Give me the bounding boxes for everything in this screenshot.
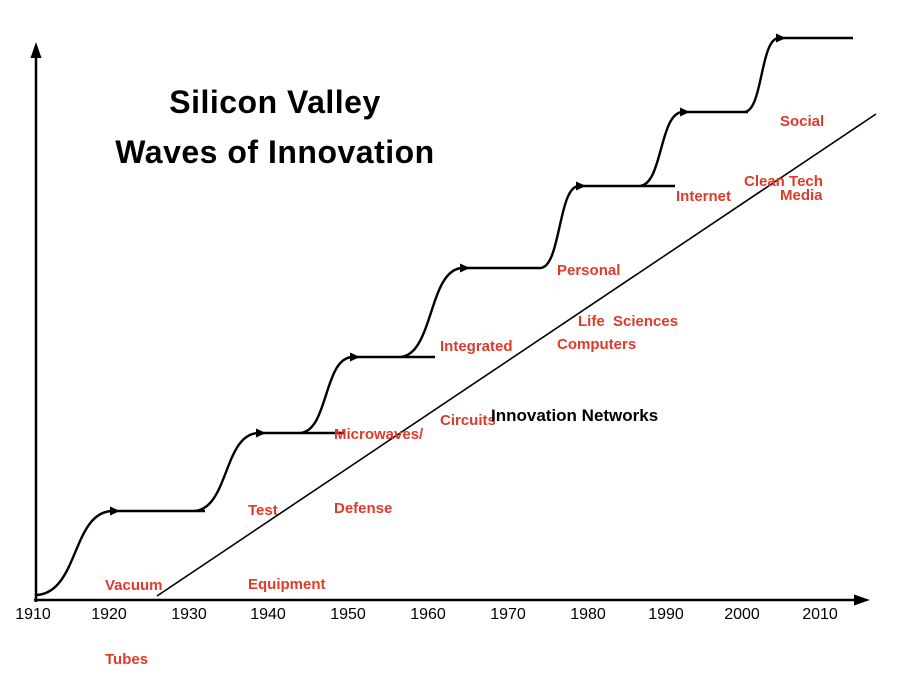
x-tick-2000: 2000 — [724, 606, 760, 623]
plateau-arrow-internet — [680, 107, 690, 117]
innovation-networks-line — [156, 113, 877, 597]
x-tick-1940: 1940 — [250, 606, 286, 623]
plateau-arrow-personal-computers — [576, 181, 586, 191]
x-axis-arrow — [854, 594, 870, 606]
label-life-sciences: Life Sciences — [578, 312, 679, 330]
x-tick-1970: 1970 — [490, 606, 526, 623]
x-tick-1910: 1910 — [15, 606, 51, 623]
label-microwaves-defense: Microwaves/ Defense — [334, 425, 424, 517]
label-social-media: Social Media — [780, 112, 825, 204]
x-tick-1960: 1960 — [410, 606, 446, 623]
staircase-curve — [36, 36, 853, 597]
x-tick-1990: 1990 — [648, 606, 684, 623]
label-vacuum-tubes: Vacuum Tubes — [105, 576, 163, 668]
x-tick-1950: 1950 — [330, 606, 366, 623]
page-title-line2: Waves of Innovation — [115, 133, 435, 170]
y-axis-arrow — [30, 42, 42, 58]
label-personal-computers: Personal Computers — [557, 261, 637, 353]
x-tick-1920: 1920 — [91, 606, 127, 623]
plateau-arrow-vacuum-tubes — [110, 506, 120, 516]
x-tick-1930: 1930 — [171, 606, 207, 623]
label-internet: Internet — [676, 187, 732, 205]
plateau-arrow-integrated-circuits — [460, 263, 470, 273]
x-tick-2010: 2010 — [802, 606, 838, 623]
label-integrated-circuits: Integrated Circuits — [440, 337, 513, 429]
x-tick-1980: 1980 — [570, 606, 606, 623]
label-test-equipment: Test Equipment — [248, 501, 326, 593]
page-title: Silicon Valley Waves of Innovation — [50, 78, 500, 177]
page-title-line1: Silicon Valley — [169, 84, 381, 120]
plateau-arrow-test-equipment — [256, 428, 266, 438]
plateau-arrow-social-media — [776, 33, 786, 43]
plateau-arrow-microwaves — [350, 352, 360, 362]
label-clean-tech: Clean Tech — [744, 172, 823, 190]
label-innovation-networks: Innovation Networks — [491, 406, 659, 425]
